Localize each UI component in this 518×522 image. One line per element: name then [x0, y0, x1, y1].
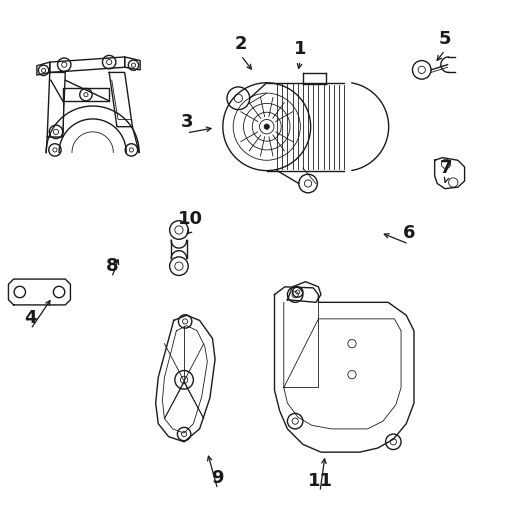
Circle shape [264, 124, 269, 129]
Text: 9: 9 [211, 469, 224, 487]
Text: 3: 3 [180, 113, 193, 130]
Text: 5: 5 [439, 30, 451, 48]
Text: 10: 10 [178, 210, 203, 228]
Text: 7: 7 [440, 159, 452, 177]
Text: 6: 6 [402, 223, 415, 242]
Text: 4: 4 [24, 309, 37, 327]
Text: 8: 8 [106, 257, 118, 275]
Text: 11: 11 [308, 471, 333, 490]
Text: 1: 1 [294, 40, 307, 58]
Text: 2: 2 [235, 35, 247, 53]
